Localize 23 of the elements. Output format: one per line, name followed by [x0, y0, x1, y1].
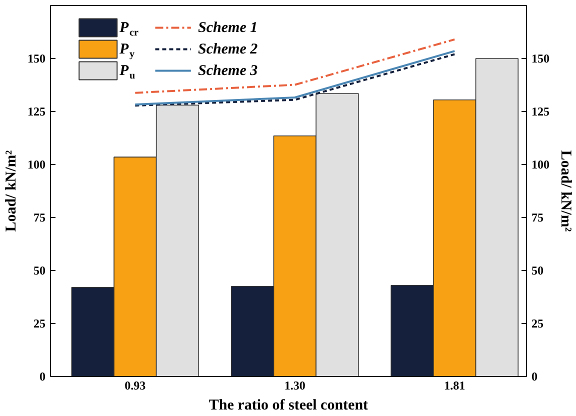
y-tick-label: 150 — [28, 52, 46, 66]
text: Load/ kN/m² — [558, 150, 574, 232]
y-tick-label: 50 — [34, 264, 46, 278]
y2-tick-label: 0 — [532, 370, 538, 384]
legend-label: Scheme 2 — [198, 41, 258, 58]
y2-tick-label: 125 — [532, 104, 550, 118]
y2-tick-label: 50 — [532, 264, 544, 278]
x-axis-title: The ratio of steel content — [208, 398, 368, 414]
x-tick-label: 1.81 — [444, 378, 466, 392]
y-tick-label: 25 — [34, 316, 46, 330]
y2-tick-label: 75 — [532, 210, 544, 224]
y-tick-label: 100 — [28, 158, 46, 172]
legend-label: Scheme 3 — [198, 62, 258, 79]
x-tick-label: 0.93 — [124, 378, 146, 392]
y-tick-label: 75 — [34, 210, 46, 224]
y-tick-label: 0 — [40, 370, 46, 384]
legend-label: Scheme 1 — [198, 20, 258, 36]
y2-tick-label: 100 — [532, 158, 550, 172]
y-tick-label: 125 — [28, 104, 46, 118]
x-tick-label: 1.30 — [284, 378, 306, 392]
y-axis-title: Load/ kN/m² — [4, 150, 20, 232]
y2-tick-label: 150 — [532, 52, 550, 66]
y2-tick-label: 25 — [532, 316, 544, 330]
